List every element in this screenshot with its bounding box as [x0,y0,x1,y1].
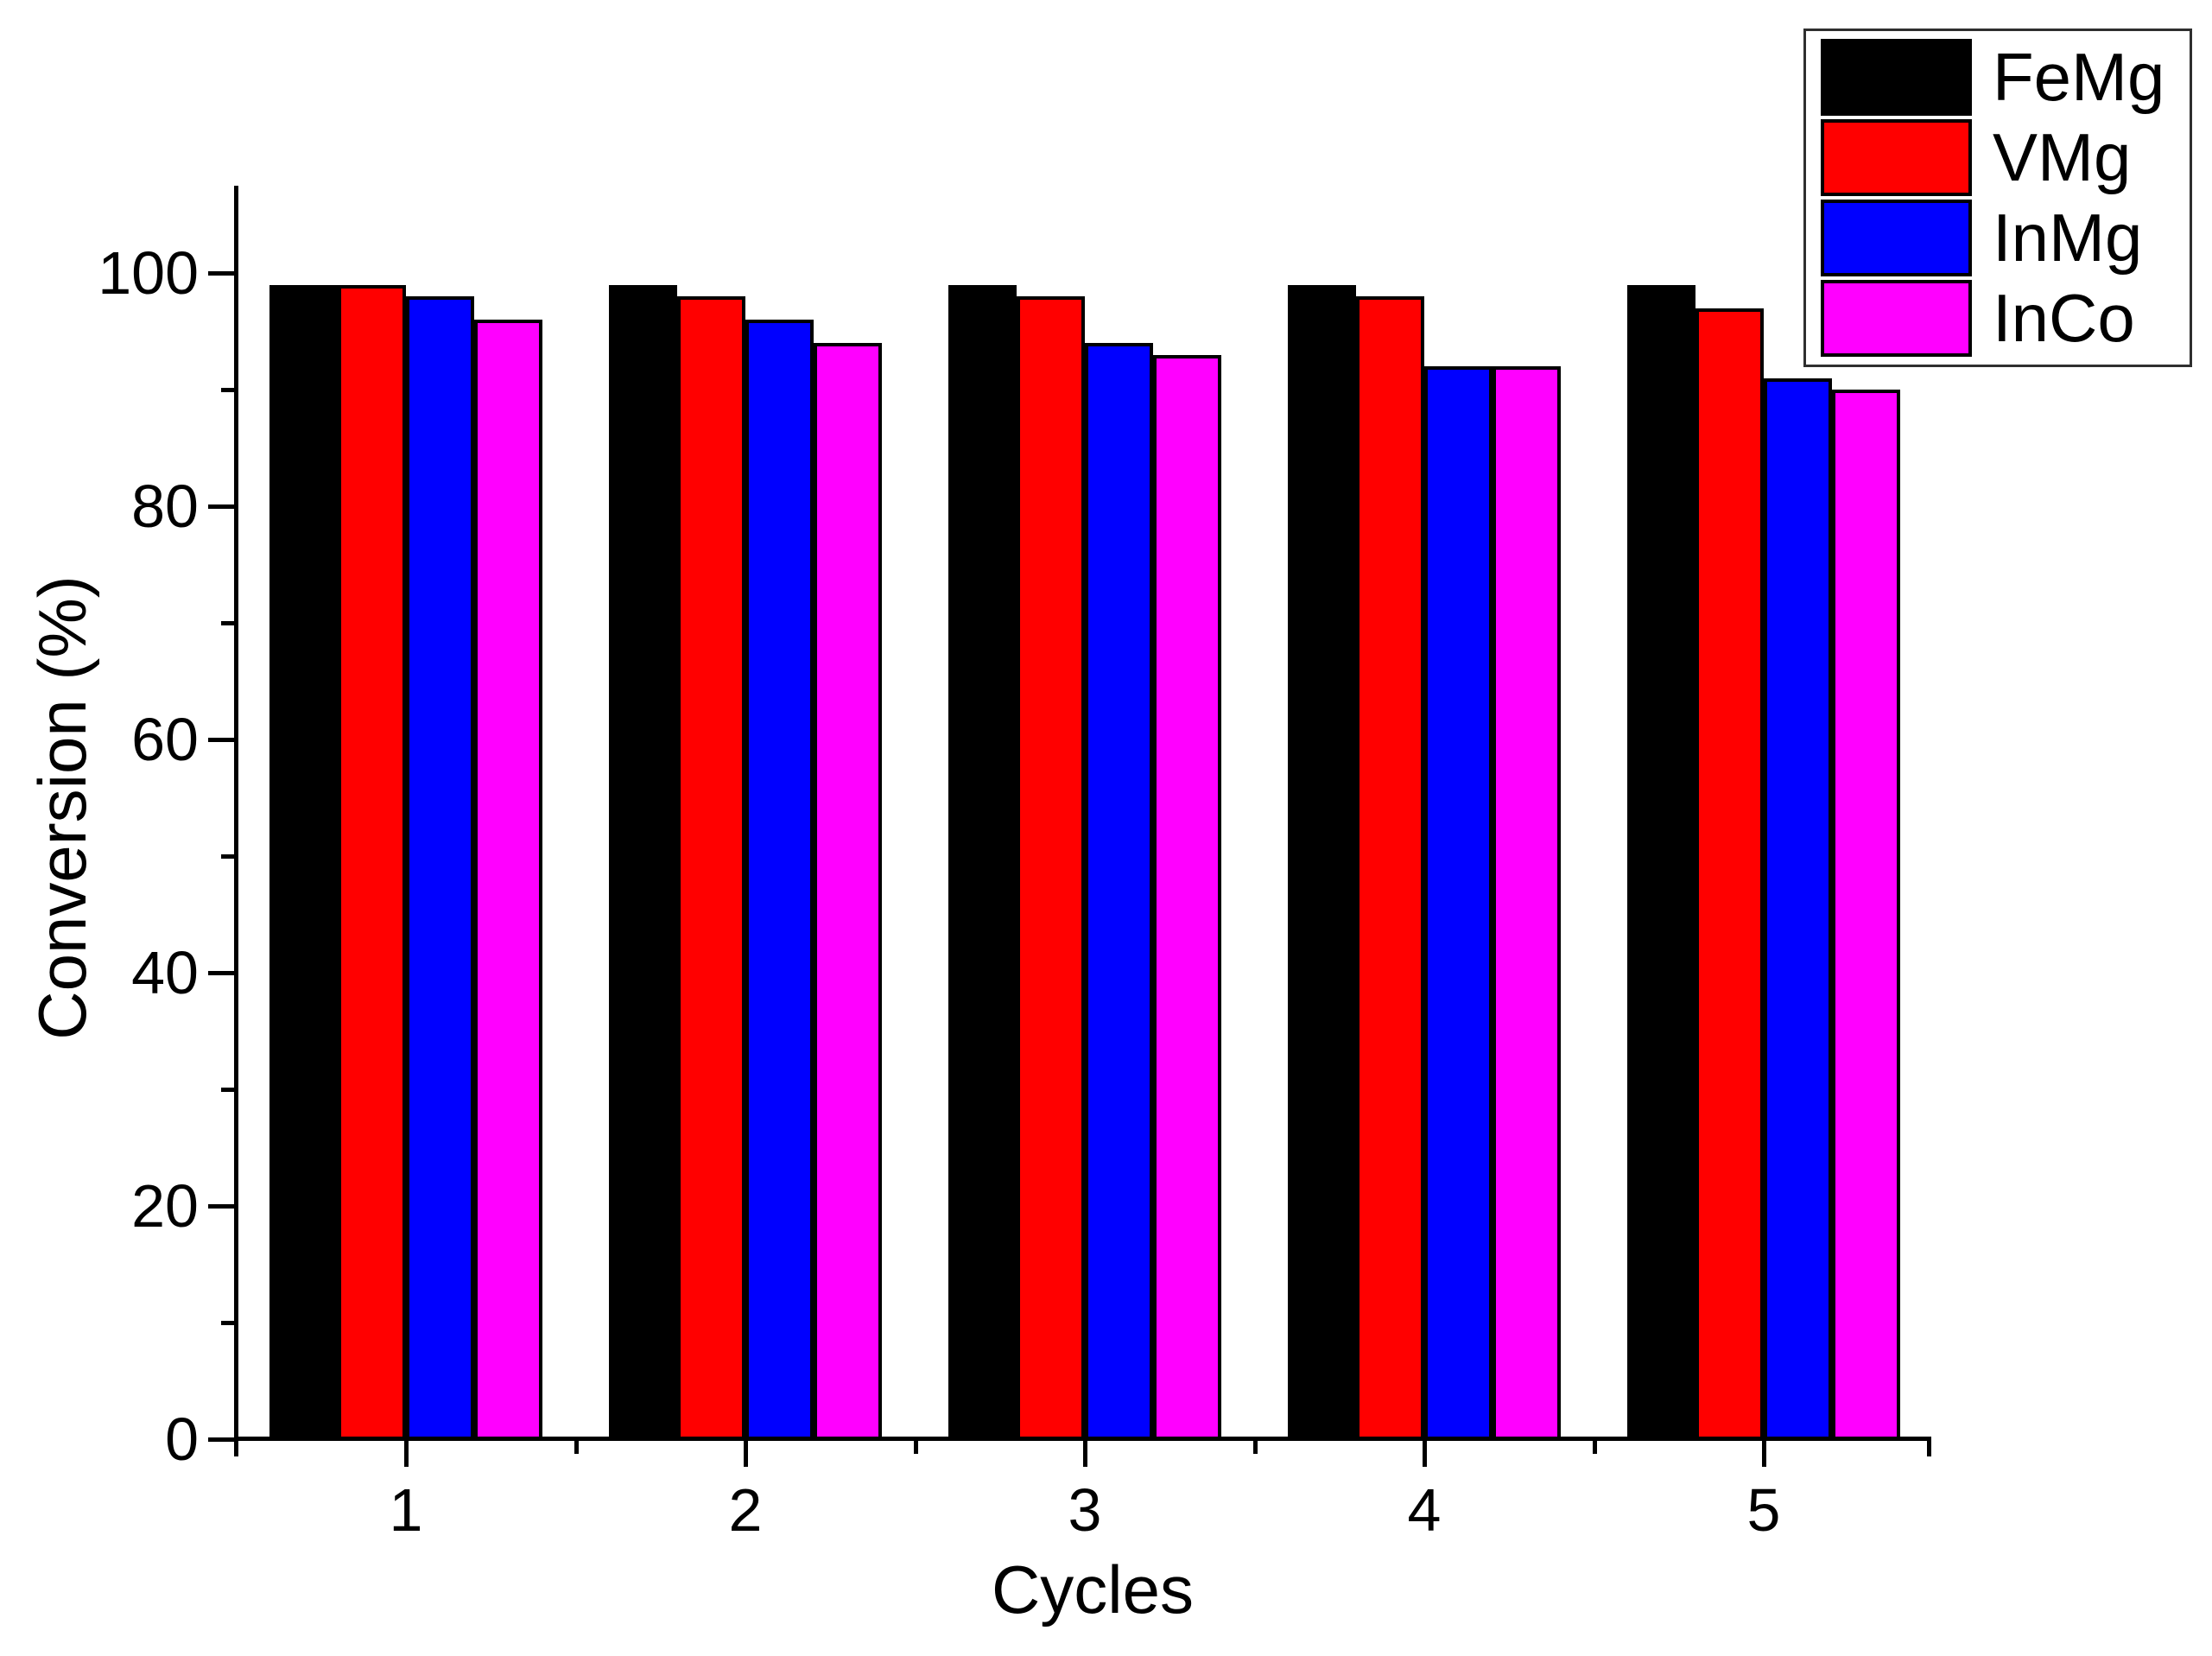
x-axis-line [234,1437,1931,1441]
x-minor-tick-4.5 [1593,1441,1597,1454]
bar-vmg-cycle-5 [1695,308,1764,1440]
bar-inmg-cycle-4 [1424,366,1493,1440]
y-axis-line [234,186,238,1456]
y-tick-label-20: 20 [131,1172,199,1240]
x-tick-2 [744,1441,748,1467]
x-axis-end-tick [1927,1438,1931,1456]
legend-label-inco: InCo [1993,280,2135,356]
bar-inco-cycle-5 [1832,390,1900,1440]
x-tick-label-3: 3 [1068,1476,1102,1544]
y-tick-100 [208,271,234,276]
y-tick-label-40: 40 [131,939,199,1006]
x-axis-title: Cycles [991,1551,1195,1627]
y-tick-40 [208,971,234,975]
x-tick-4 [1423,1441,1427,1467]
bar-inmg-cycle-5 [1764,378,1832,1440]
legend-row: InCo [1821,280,2190,357]
bar-inmg-cycle-1 [406,296,474,1440]
legend-swatch-inco [1821,280,1972,357]
y-tick-label-100: 100 [98,239,199,307]
x-tick-label-2: 2 [728,1476,763,1544]
bar-femg-cycle-4 [1288,285,1356,1440]
legend: FeMg VMg InMg InCo [1803,29,2192,367]
bar-vmg-cycle-3 [1017,296,1085,1440]
legend-label-vmg: VMg [1993,119,2132,195]
y-tick-80 [208,504,234,509]
x-tick-1 [404,1441,409,1467]
bar-femg-cycle-1 [269,285,338,1440]
bar-inmg-cycle-2 [745,320,814,1440]
legend-swatch-femg [1821,39,1972,116]
legend-row: InMg [1821,200,2190,276]
y-minor-tick-70 [221,621,234,625]
bar-femg-cycle-3 [948,285,1017,1440]
legend-label-inmg: InMg [1993,200,2143,276]
y-minor-tick-30 [221,1088,234,1092]
legend-label-femg: FeMg [1993,39,2165,115]
legend-row: FeMg [1821,39,2190,116]
bar-femg-cycle-2 [609,285,677,1440]
y-tick-label-0: 0 [165,1405,199,1473]
x-minor-tick-3.5 [1253,1441,1258,1454]
bar-inco-cycle-2 [814,343,882,1440]
bar-inco-cycle-3 [1153,355,1221,1440]
y-tick-60 [208,738,234,742]
bar-vmg-cycle-1 [338,285,406,1440]
bar-inco-cycle-4 [1493,366,1561,1440]
x-tick-5 [1762,1441,1766,1467]
y-tick-0 [208,1437,234,1442]
y-tick-label-80: 80 [131,473,199,540]
y-minor-tick-50 [221,854,234,859]
legend-swatch-vmg [1821,119,1972,196]
bar-vmg-cycle-2 [677,296,745,1440]
legend-swatch-inmg [1821,200,1972,276]
y-axis-title: Conversion (%) [24,575,100,1040]
x-minor-tick-2.5 [914,1441,918,1454]
x-tick-3 [1083,1441,1087,1467]
x-tick-label-1: 1 [389,1476,423,1544]
bar-vmg-cycle-4 [1356,296,1424,1440]
bar-inco-cycle-1 [474,320,542,1440]
x-minor-tick-1.5 [574,1441,579,1454]
x-tick-label-4: 4 [1407,1476,1442,1544]
y-tick-label-60: 60 [131,706,199,773]
y-minor-tick-10 [221,1321,234,1325]
y-tick-20 [208,1204,234,1209]
bar-inmg-cycle-3 [1085,343,1153,1440]
bar-femg-cycle-5 [1627,285,1695,1440]
y-minor-tick-90 [221,388,234,392]
x-tick-label-5: 5 [1746,1476,1781,1544]
legend-row: VMg [1821,119,2190,196]
